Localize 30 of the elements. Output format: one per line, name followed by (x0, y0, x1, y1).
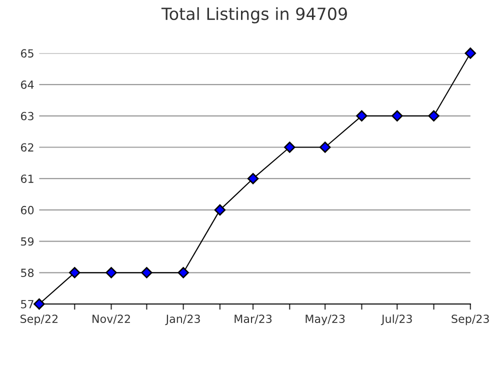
y-tick-label: 62 (20, 143, 34, 152)
point (106, 267, 117, 278)
y-tick-label: 59 (21, 237, 34, 246)
point (392, 110, 403, 122)
x-tick-label: Nov/22 (92, 314, 130, 324)
y-tick-label: 60 (20, 206, 34, 214)
point (464, 48, 476, 59)
point (34, 298, 45, 310)
y-tick-label: 63 (20, 112, 34, 120)
point (247, 172, 259, 184)
x-tick-label: May/23 (306, 314, 345, 326)
point (428, 110, 440, 122)
point (319, 142, 331, 153)
point (178, 267, 189, 278)
y-tick-label: 61 (20, 174, 34, 183)
x-tick-label: Sep/23 (452, 314, 489, 326)
point (69, 267, 80, 278)
point (356, 110, 368, 122)
y-tick-label: 58 (21, 268, 34, 278)
x-tick-label: Jan/23 (165, 314, 200, 326)
point (214, 204, 226, 216)
y-tick-label: 57 (21, 300, 34, 308)
y-tick-label: 64 (20, 80, 34, 89)
point (284, 142, 296, 153)
x-tick-label: Sep/22 (20, 314, 58, 326)
point (141, 267, 152, 278)
y-tick-label: 65 (20, 49, 34, 58)
x-tick-label: Mar/23 (234, 314, 272, 324)
x-tick-label: Jul/23 (380, 314, 412, 326)
chart-title: Total Listings in 94709 (161, 7, 347, 24)
